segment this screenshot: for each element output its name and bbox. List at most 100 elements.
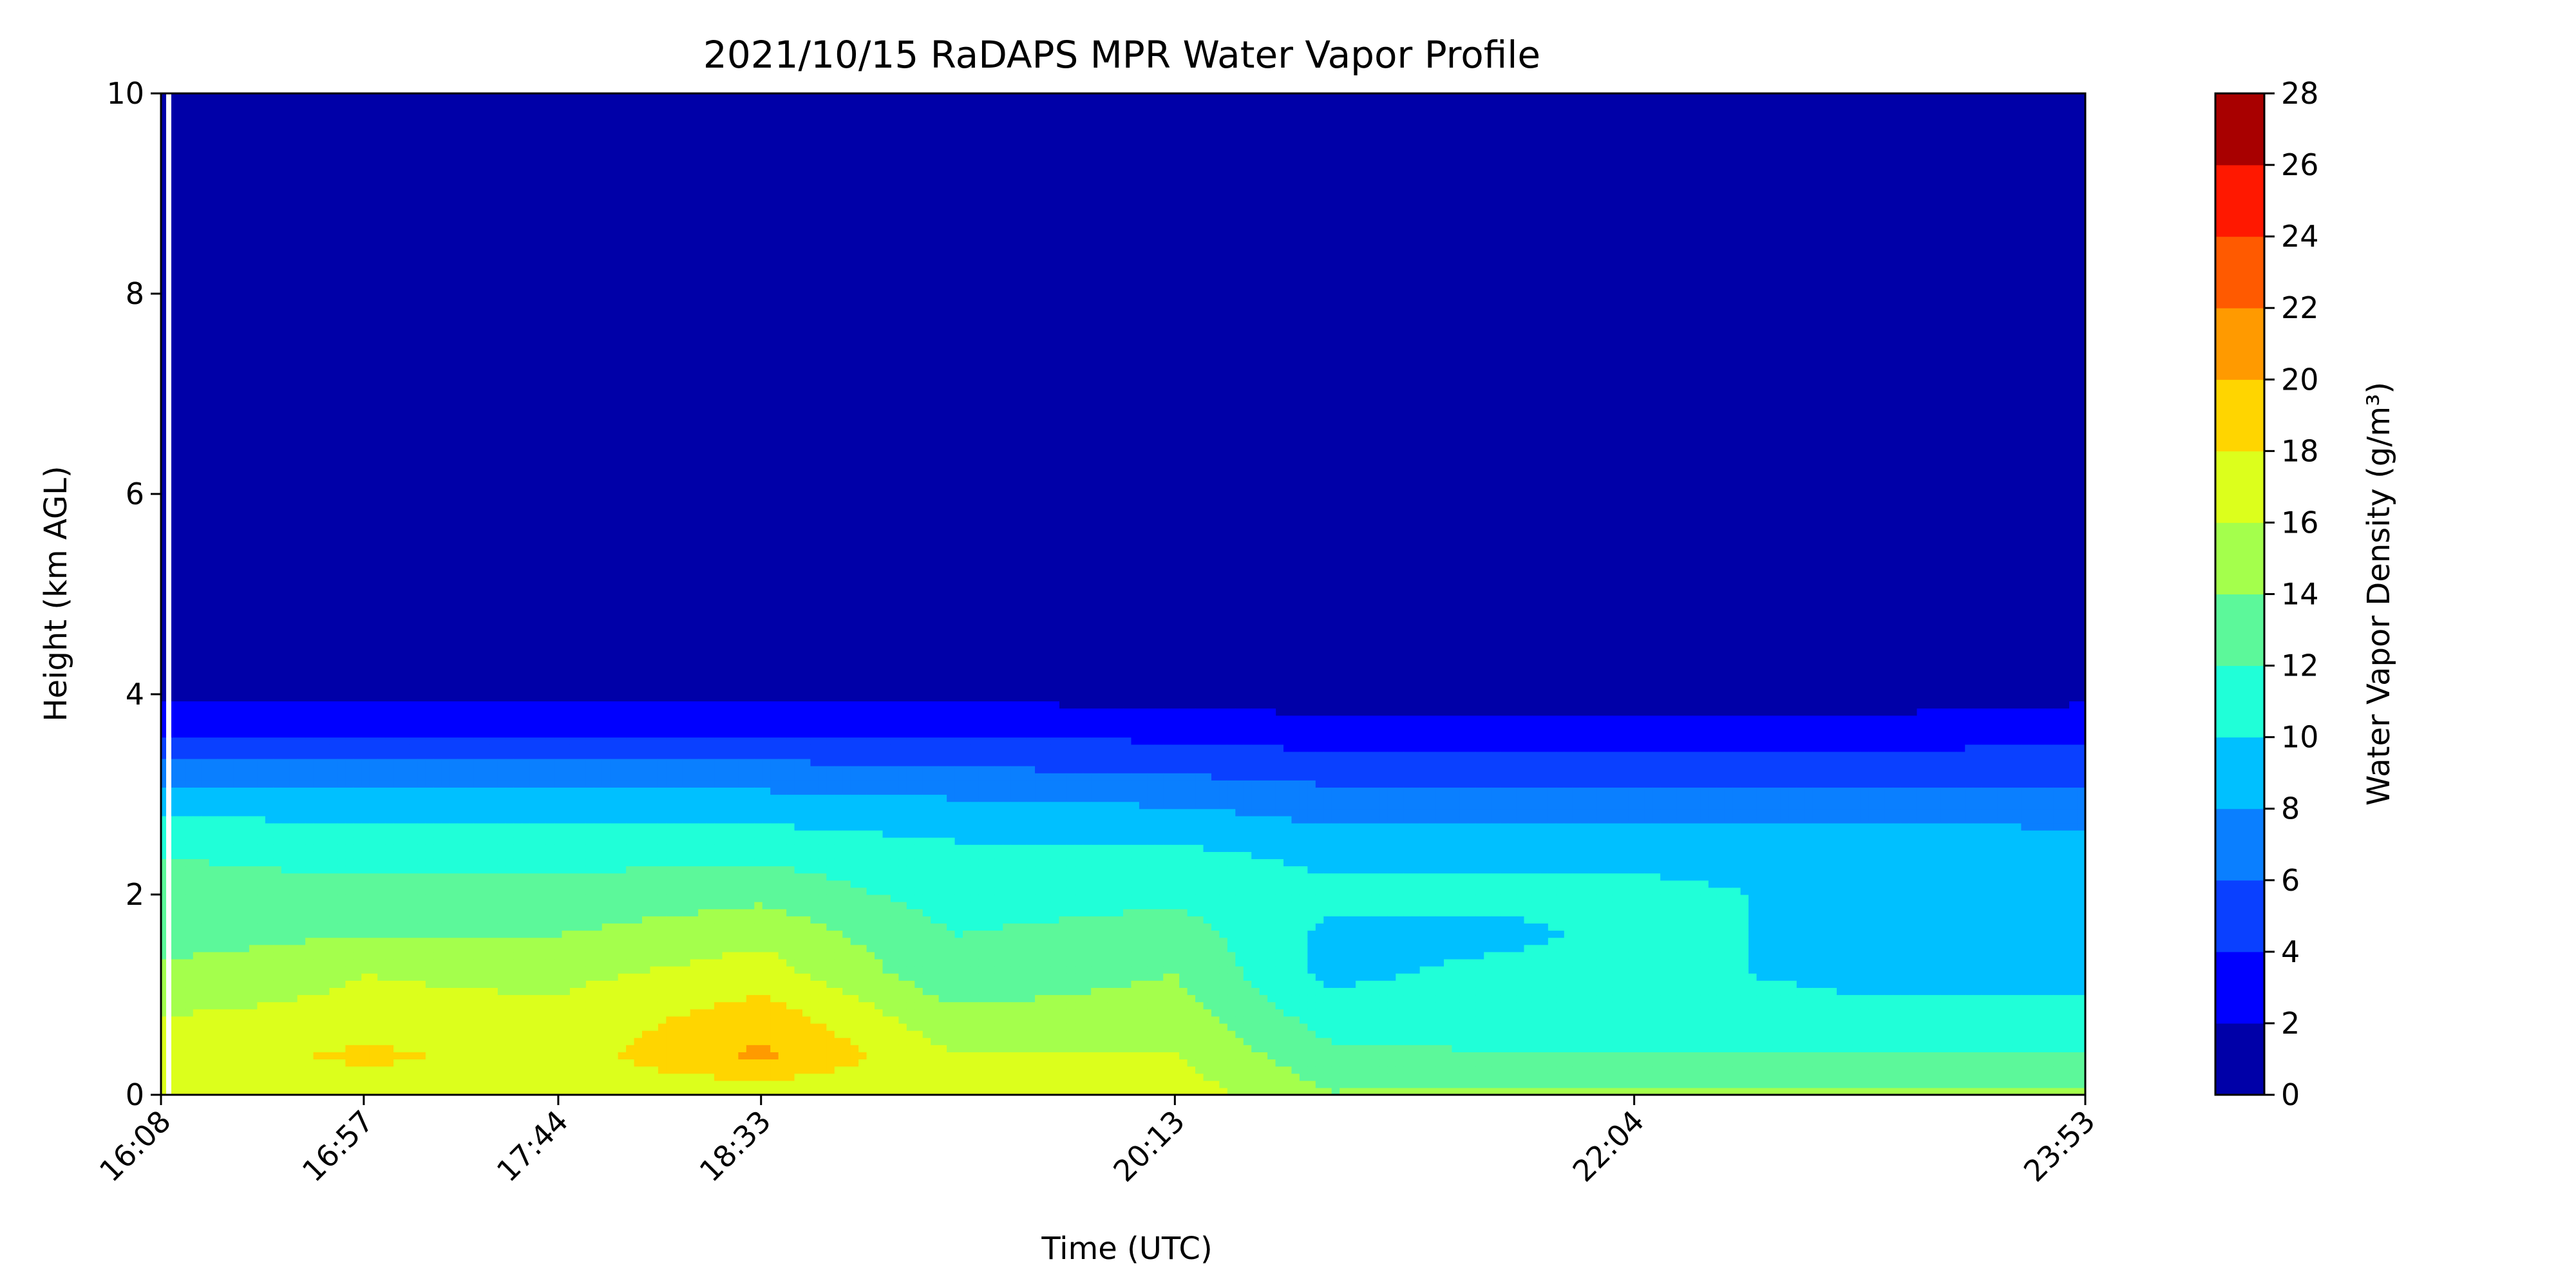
contour-cell bbox=[513, 909, 522, 916]
contour-cell bbox=[522, 715, 531, 724]
contour-cell bbox=[209, 1073, 218, 1081]
contour-cell bbox=[225, 815, 234, 824]
contour-cell bbox=[289, 866, 298, 874]
contour-cell bbox=[738, 708, 747, 716]
contour-cell bbox=[297, 1066, 306, 1074]
contour-cell bbox=[634, 880, 643, 888]
contour-cell bbox=[305, 744, 314, 752]
contour-cell bbox=[842, 701, 851, 709]
contour-cell bbox=[650, 895, 659, 902]
contour-cell bbox=[666, 966, 675, 974]
contour-cell bbox=[401, 830, 410, 838]
contour-cell bbox=[794, 930, 803, 938]
contour-cell bbox=[850, 937, 859, 945]
contour-cell bbox=[866, 902, 875, 909]
contour-cell bbox=[634, 1001, 643, 1010]
contour-cell bbox=[529, 744, 538, 752]
contour-cell bbox=[297, 973, 306, 981]
contour-cell bbox=[329, 1016, 338, 1024]
contour-cell bbox=[457, 1059, 466, 1067]
contour-cell bbox=[353, 1037, 362, 1045]
contour-cell bbox=[818, 1037, 827, 1045]
contour-cell bbox=[714, 973, 723, 981]
contour-cell bbox=[497, 787, 506, 795]
contour-cell bbox=[578, 751, 587, 759]
contour-cell bbox=[554, 1052, 563, 1060]
contour-cell bbox=[850, 873, 859, 881]
contour-cell bbox=[522, 808, 531, 817]
contour-cell bbox=[738, 1009, 747, 1017]
contour-cell bbox=[585, 1052, 594, 1060]
contour-cell bbox=[826, 822, 835, 831]
contour-cell bbox=[169, 994, 178, 1003]
contour-cell bbox=[842, 1066, 851, 1074]
contour-cell bbox=[746, 973, 755, 981]
contour-cell bbox=[417, 987, 426, 996]
contour-cell bbox=[321, 844, 330, 852]
contour-cell bbox=[666, 895, 675, 902]
contour-cell bbox=[578, 737, 587, 745]
contour-cell bbox=[802, 966, 811, 974]
contour-cell bbox=[529, 1009, 538, 1017]
contour-cell bbox=[201, 866, 210, 874]
contour-cell bbox=[866, 880, 875, 888]
contour-cell bbox=[225, 723, 234, 731]
contour-cell bbox=[257, 1052, 266, 1060]
contour-cell bbox=[257, 1001, 266, 1010]
contour-cell bbox=[337, 866, 346, 874]
contour-cell bbox=[594, 715, 603, 724]
contour-cell bbox=[506, 902, 515, 909]
contour-cell bbox=[858, 815, 867, 824]
contour-cell bbox=[522, 751, 531, 759]
contour-cell bbox=[425, 923, 434, 931]
contour-cell bbox=[506, 794, 515, 802]
contour-cell bbox=[770, 916, 779, 924]
contour-cell bbox=[866, 873, 875, 881]
contour-cell bbox=[433, 723, 442, 731]
contour-cell bbox=[578, 951, 587, 960]
contour-cell bbox=[529, 1030, 538, 1038]
contour-cell bbox=[297, 773, 306, 781]
contour-cell bbox=[850, 1001, 859, 1010]
contour-cell bbox=[706, 787, 715, 795]
contour-cell bbox=[858, 794, 867, 802]
contour-cell bbox=[313, 1080, 322, 1088]
contour-cell bbox=[714, 1080, 723, 1088]
contour-cell bbox=[754, 1045, 763, 1052]
contour-cell bbox=[209, 916, 218, 924]
contour-cell bbox=[257, 1045, 266, 1052]
contour-cell bbox=[522, 866, 531, 874]
contour-cell bbox=[569, 1052, 578, 1060]
contour-cell bbox=[610, 708, 619, 716]
contour-cell bbox=[513, 994, 522, 1003]
contour-cell bbox=[746, 880, 755, 888]
contour-cell bbox=[875, 1059, 884, 1067]
contour-cell bbox=[642, 1030, 651, 1038]
contour-cell bbox=[690, 723, 699, 731]
contour-cell bbox=[722, 1045, 731, 1052]
contour-cell bbox=[193, 930, 202, 938]
contour-cell bbox=[249, 1023, 258, 1031]
contour-cell bbox=[738, 1059, 747, 1067]
contour-cell bbox=[601, 887, 611, 895]
contour-cell bbox=[281, 1001, 290, 1010]
contour-cell bbox=[538, 930, 547, 938]
contour-cell bbox=[457, 987, 466, 996]
contour-cell bbox=[522, 1016, 531, 1024]
contour-cell bbox=[313, 987, 322, 996]
contour-cell bbox=[578, 1080, 587, 1088]
contour-cell bbox=[241, 1001, 250, 1010]
contour-cell bbox=[450, 1052, 459, 1060]
contour-cell bbox=[875, 773, 884, 781]
contour-cell bbox=[241, 730, 250, 738]
contour-cell bbox=[393, 916, 402, 924]
contour-cell bbox=[185, 1016, 194, 1024]
contour-cell bbox=[393, 822, 402, 831]
contour-cell bbox=[578, 858, 587, 867]
contour-cell bbox=[441, 1030, 450, 1038]
contour-cell bbox=[866, 1030, 875, 1038]
contour-cell bbox=[369, 815, 378, 824]
contour-cell bbox=[409, 851, 418, 860]
contour-cell bbox=[875, 1037, 884, 1045]
contour-cell bbox=[393, 708, 402, 716]
